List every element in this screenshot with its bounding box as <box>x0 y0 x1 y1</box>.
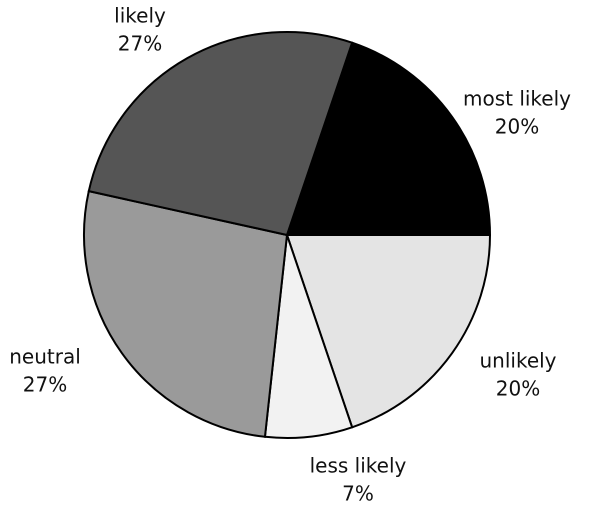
slice-value-label: 27% <box>23 373 67 397</box>
pie-slice <box>285 234 492 429</box>
slice-value-label: 27% <box>118 32 162 56</box>
slice-label: less likely <box>310 454 407 478</box>
slice-label: likely <box>114 4 166 28</box>
pie-slice <box>83 189 289 438</box>
pie-slice <box>87 31 354 237</box>
slice-label: most likely <box>463 87 571 111</box>
slice-value-label: 7% <box>342 482 374 506</box>
slice-value-label: 20% <box>496 377 540 401</box>
pie-slice <box>285 41 492 236</box>
slice-label: neutral <box>9 345 81 369</box>
slice-label: unlikely <box>479 349 556 373</box>
slice-value-label: 20% <box>495 115 539 139</box>
